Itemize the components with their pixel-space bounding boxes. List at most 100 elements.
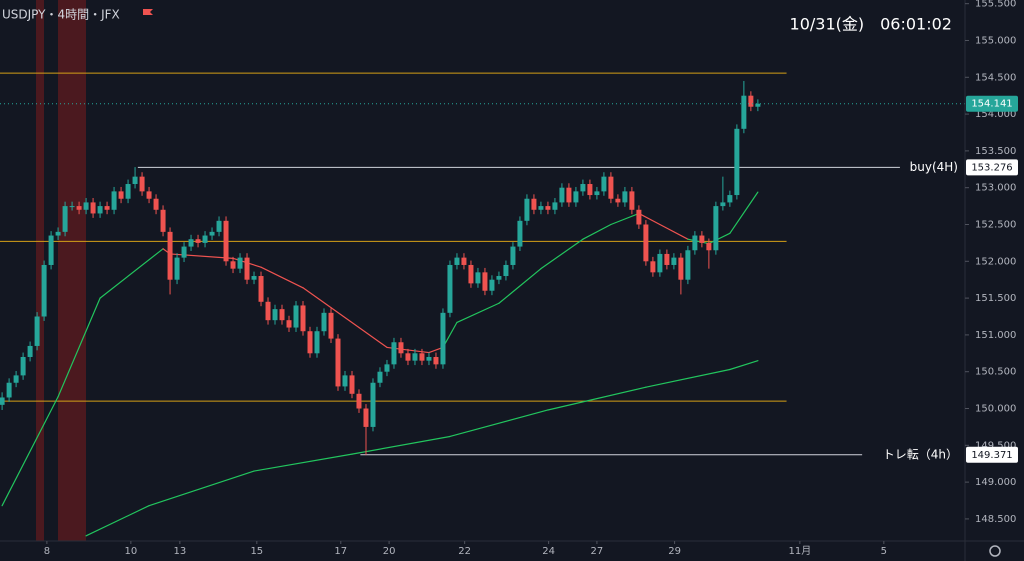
moving-average (57, 297, 101, 398)
price-badge (966, 446, 1018, 463)
session-band (58, 0, 86, 541)
candle-body (20, 356, 26, 376)
candle-body (48, 235, 54, 265)
candle-body (0, 397, 5, 405)
candle-body (636, 209, 642, 225)
moving-average (645, 368, 731, 388)
candle-body (454, 257, 460, 265)
candle-body (6, 382, 12, 398)
candle-body (83, 202, 89, 210)
candle-body (426, 356, 432, 361)
candle-body (566, 187, 572, 203)
moving-average (449, 409, 549, 438)
candle-body (720, 202, 726, 207)
candle-body (594, 191, 600, 196)
clock: 10/31(金) 06:01:02 (790, 15, 952, 34)
moving-average (85, 505, 150, 537)
settings-icon[interactable] (989, 545, 1001, 557)
moving-average (260, 266, 304, 289)
candle-body (286, 320, 292, 328)
candle-body (405, 353, 411, 361)
y-tick-label: 154.000 (975, 109, 1016, 120)
candle-body (440, 312, 446, 365)
moving-average (729, 360, 759, 371)
candle-body (384, 364, 390, 372)
moving-average (358, 326, 388, 349)
x-tick-label: 29 (668, 546, 681, 557)
candle-body (27, 345, 33, 357)
candle-body (195, 239, 201, 243)
price-badge-label: 153.276 (971, 162, 1012, 173)
candle-body (615, 198, 621, 203)
candle-body (573, 191, 579, 203)
last-price-badge (966, 95, 1018, 112)
candle-body (300, 305, 306, 332)
candle-body (160, 209, 166, 232)
candle-body (139, 176, 145, 192)
candle-body (489, 279, 495, 291)
x-tick-label: 5 (881, 546, 887, 557)
candle-body (419, 353, 425, 361)
moving-average (610, 212, 640, 226)
candle-body (76, 206, 82, 210)
moving-average (582, 223, 612, 240)
candle-body (412, 353, 418, 361)
candle-body (370, 382, 376, 427)
moving-average (638, 212, 661, 226)
candle-body (202, 235, 208, 243)
flag-icon[interactable] (143, 9, 153, 15)
candle-body (293, 305, 299, 328)
candle-body (146, 191, 152, 199)
moving-average (351, 435, 451, 455)
candle-body (272, 309, 278, 321)
candle-body (461, 257, 467, 265)
candle-body (706, 242, 712, 251)
candle-body (741, 95, 747, 129)
y-tick-label: 153.000 (975, 183, 1016, 194)
y-tick-label: 155.000 (975, 35, 1016, 46)
x-tick-label: 27 (591, 546, 604, 557)
candle-body (699, 235, 705, 243)
x-tick-label: 17 (334, 546, 347, 557)
moving-average (540, 238, 584, 270)
candle-body (545, 206, 551, 210)
candle-body (174, 257, 180, 280)
candle-body (321, 312, 327, 332)
moving-average (99, 248, 164, 299)
candle-body (118, 191, 124, 199)
y-tick-label: 155.500 (975, 0, 1016, 10)
candle-body (713, 206, 719, 251)
candle-body (664, 253, 670, 265)
candle-body (251, 276, 257, 280)
candle-body (475, 272, 481, 284)
candle-body (685, 250, 691, 280)
candle-body (111, 191, 117, 210)
candle-body (671, 257, 677, 265)
candle-body (755, 103, 761, 107)
candle-body (552, 202, 558, 210)
x-tick-label: 10 (124, 546, 137, 557)
candle-body (468, 264, 474, 284)
candle-body (678, 257, 684, 280)
x-tick-label: 15 (250, 546, 263, 557)
moving-average (253, 453, 353, 472)
candle-body (734, 128, 740, 196)
y-tick-label: 149.500 (975, 440, 1016, 451)
candle-body (643, 224, 649, 262)
moving-average (498, 268, 542, 304)
candle-body (244, 257, 250, 280)
candle-body (538, 206, 544, 210)
candle-body (167, 231, 173, 280)
candle-body (496, 276, 502, 280)
y-tick-label: 148.500 (975, 514, 1016, 525)
candle-body (510, 246, 516, 265)
candle-body (237, 257, 243, 269)
candle-body (307, 331, 313, 354)
candle-body (216, 220, 222, 232)
candle-body (258, 276, 264, 302)
y-tick-label: 150.000 (975, 404, 1016, 415)
candle-body (349, 375, 355, 394)
candle-body (41, 264, 47, 317)
y-tick-label: 151.000 (975, 330, 1016, 341)
